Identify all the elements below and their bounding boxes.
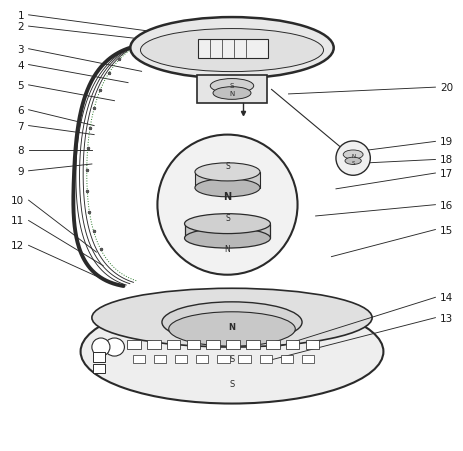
Bar bbox=[285, 341, 299, 350]
Bar bbox=[238, 355, 250, 363]
Text: 19: 19 bbox=[439, 137, 452, 147]
Text: S: S bbox=[350, 161, 354, 166]
Text: S: S bbox=[229, 354, 234, 363]
Bar bbox=[198, 40, 268, 59]
Bar bbox=[93, 364, 105, 373]
Ellipse shape bbox=[104, 338, 124, 356]
Bar bbox=[280, 355, 293, 363]
Bar bbox=[217, 355, 229, 363]
Text: S: S bbox=[229, 379, 234, 388]
Ellipse shape bbox=[130, 18, 333, 79]
Ellipse shape bbox=[157, 135, 297, 275]
Bar bbox=[167, 341, 180, 350]
Bar bbox=[127, 341, 140, 350]
Text: 9: 9 bbox=[18, 166, 24, 176]
Bar bbox=[196, 355, 208, 363]
Text: S: S bbox=[229, 83, 234, 89]
Bar bbox=[147, 341, 160, 350]
Text: 11: 11 bbox=[11, 216, 24, 226]
Text: 8: 8 bbox=[18, 146, 24, 156]
Ellipse shape bbox=[213, 87, 250, 100]
Ellipse shape bbox=[169, 312, 294, 346]
Ellipse shape bbox=[92, 338, 110, 356]
Text: N: N bbox=[224, 244, 230, 253]
Ellipse shape bbox=[210, 79, 253, 94]
Text: 20: 20 bbox=[439, 83, 452, 93]
Text: S: S bbox=[225, 214, 229, 223]
Ellipse shape bbox=[184, 229, 270, 249]
Bar bbox=[175, 355, 187, 363]
Bar bbox=[194, 172, 259, 189]
Ellipse shape bbox=[140, 29, 323, 73]
Bar bbox=[153, 355, 166, 363]
Bar bbox=[301, 355, 313, 363]
Text: 13: 13 bbox=[439, 313, 452, 323]
Text: 3: 3 bbox=[18, 45, 24, 55]
Text: 4: 4 bbox=[18, 60, 24, 70]
Text: 5: 5 bbox=[18, 81, 24, 91]
Text: 1: 1 bbox=[18, 11, 24, 21]
Ellipse shape bbox=[92, 289, 371, 347]
Text: S: S bbox=[225, 161, 229, 170]
Ellipse shape bbox=[194, 163, 259, 182]
Bar bbox=[246, 341, 259, 350]
Text: 18: 18 bbox=[439, 155, 452, 165]
Text: N: N bbox=[228, 322, 235, 331]
Bar bbox=[305, 341, 319, 350]
Text: N: N bbox=[229, 91, 234, 97]
Bar bbox=[259, 355, 271, 363]
Bar bbox=[226, 341, 239, 350]
Ellipse shape bbox=[344, 158, 361, 165]
Text: 2: 2 bbox=[18, 22, 24, 32]
Text: 10: 10 bbox=[11, 196, 24, 206]
Text: N: N bbox=[350, 153, 355, 159]
Text: 6: 6 bbox=[18, 106, 24, 115]
Bar bbox=[184, 224, 270, 239]
Ellipse shape bbox=[184, 214, 270, 234]
Bar bbox=[265, 341, 279, 350]
Bar bbox=[132, 355, 144, 363]
Ellipse shape bbox=[194, 179, 259, 198]
Bar bbox=[93, 353, 105, 363]
Ellipse shape bbox=[335, 142, 369, 176]
FancyBboxPatch shape bbox=[196, 76, 267, 104]
Text: 7: 7 bbox=[18, 121, 24, 131]
Ellipse shape bbox=[81, 300, 382, 404]
Text: 12: 12 bbox=[11, 241, 24, 251]
Text: 16: 16 bbox=[439, 200, 452, 210]
Bar bbox=[186, 341, 200, 350]
Text: 17: 17 bbox=[439, 169, 452, 179]
Ellipse shape bbox=[162, 302, 301, 343]
Text: 15: 15 bbox=[439, 225, 452, 235]
Ellipse shape bbox=[343, 151, 363, 160]
Text: 14: 14 bbox=[439, 293, 452, 303]
Bar bbox=[206, 341, 219, 350]
Text: N: N bbox=[223, 191, 231, 201]
